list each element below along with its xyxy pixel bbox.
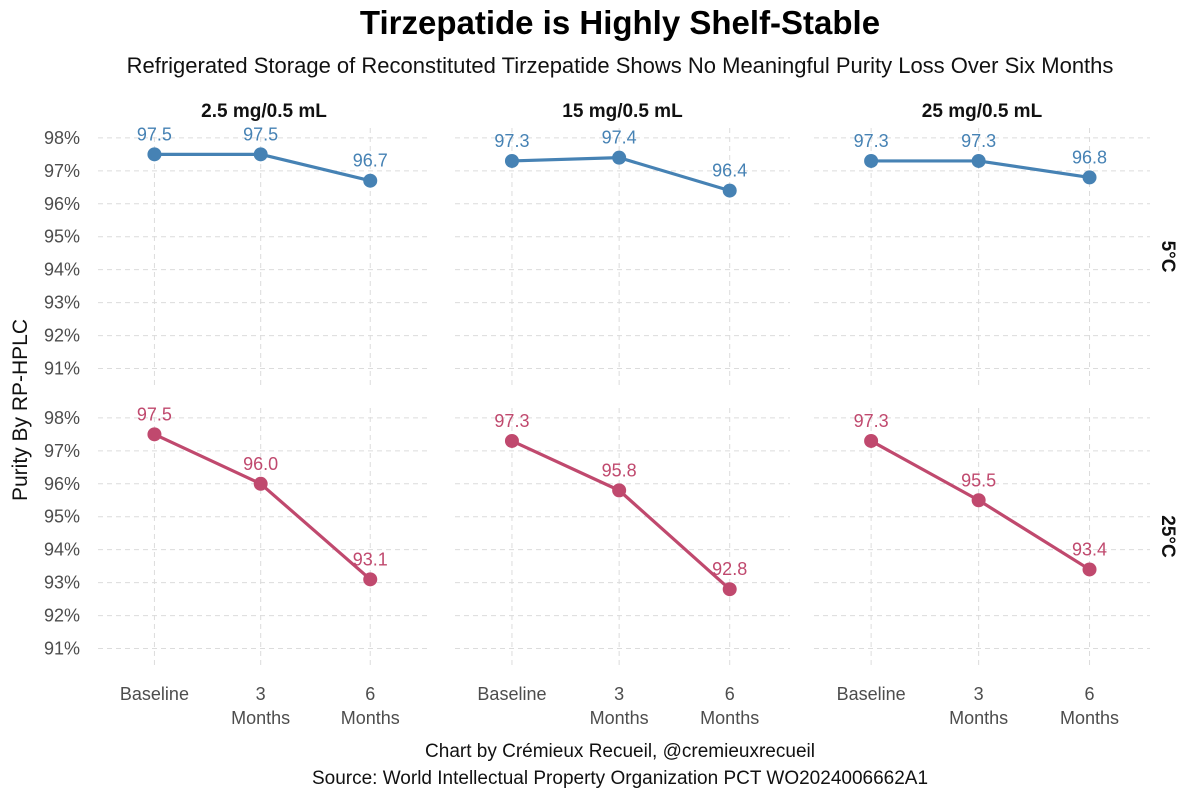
- x-tick-label: 6: [725, 684, 735, 704]
- caption-source: Source: World Intellectual Property Orga…: [312, 768, 928, 789]
- plot-area: 91% 92% 93% 94% 95% 96% 97% 98% 91% 92% 93% 94% 95% 9…: [44, 101, 1178, 728]
- data-point: [147, 427, 162, 442]
- y-tick-label: 93%: [44, 293, 80, 313]
- data-point: [504, 153, 519, 168]
- caption-credit: Chart by Crémieux Recueil, @cremieuxrecu…: [425, 741, 815, 762]
- data-label: 97.3: [494, 411, 529, 431]
- facet-row-label: 5°C: [1157, 241, 1178, 273]
- data-point: [504, 433, 519, 448]
- data-label: 96.8: [1072, 147, 1107, 167]
- data-point: [612, 150, 627, 165]
- y-tick-label: 93%: [44, 573, 80, 593]
- data-label: 97.5: [137, 124, 172, 144]
- facet-row-label: 25°C: [1157, 515, 1178, 558]
- chart-title: Tirzepatide is Highly Shelf-Stable: [360, 4, 880, 41]
- data-label: 97.4: [602, 128, 637, 148]
- x-tick-label: Months: [1060, 708, 1119, 728]
- x-tick-label: Months: [700, 708, 759, 728]
- y-tick-label: 97%: [44, 161, 80, 181]
- y-tick-label: 96%: [44, 474, 80, 494]
- x-tick-label: Baseline: [837, 684, 906, 704]
- data-point: [253, 476, 268, 491]
- data-label: 93.4: [1072, 539, 1107, 559]
- facet-column-header: 25 mg/0.5 mL: [922, 101, 1043, 122]
- data-label: 93.1: [353, 549, 388, 569]
- x-tick-label: Months: [590, 708, 649, 728]
- data-point: [1082, 562, 1097, 577]
- data-label: 97.5: [243, 124, 278, 144]
- y-tick-label: 91%: [44, 639, 80, 659]
- x-tick-label: 3: [974, 684, 984, 704]
- data-label: 97.3: [494, 131, 529, 151]
- data-label: 92.8: [712, 559, 747, 579]
- x-tick-label: Months: [231, 708, 290, 728]
- data-point: [864, 433, 879, 448]
- data-label: 96.4: [712, 161, 747, 181]
- data-label: 96.7: [353, 151, 388, 171]
- x-tick-label: Months: [949, 708, 1008, 728]
- x-tick-label: 6: [365, 684, 375, 704]
- data-point: [363, 173, 378, 188]
- x-tick-label: Baseline: [477, 684, 546, 704]
- y-tick-label: 94%: [44, 540, 80, 560]
- y-tick-label: 91%: [44, 359, 80, 379]
- y-tick-label: 94%: [44, 260, 80, 280]
- y-tick-label: 92%: [44, 326, 80, 346]
- x-tick-label: 3: [614, 684, 624, 704]
- data-label: 97.3: [854, 411, 889, 431]
- y-tick-label: 98%: [44, 408, 80, 428]
- data-label: 97.5: [137, 404, 172, 424]
- data-point: [971, 493, 986, 508]
- data-point: [971, 153, 986, 168]
- y-tick-label: 97%: [44, 441, 80, 461]
- data-point: [722, 183, 737, 198]
- data-point: [253, 147, 268, 162]
- data-point: [147, 147, 162, 162]
- data-label: 97.3: [961, 131, 996, 151]
- facet-column-header: 15 mg/0.5 mL: [562, 101, 683, 122]
- chart-subtitle: Refrigerated Storage of Reconstituted Ti…: [127, 53, 1114, 78]
- y-tick-label: 98%: [44, 128, 80, 148]
- y-tick-label: 95%: [44, 507, 80, 527]
- data-point: [864, 153, 879, 168]
- data-label: 95.5: [961, 470, 996, 490]
- x-tick-label: 6: [1085, 684, 1095, 704]
- y-tick-label: 92%: [44, 606, 80, 626]
- data-point: [363, 572, 378, 587]
- data-point: [612, 483, 627, 498]
- data-point: [1082, 170, 1097, 185]
- data-point: [722, 582, 737, 597]
- x-tick-label: 3: [256, 684, 266, 704]
- x-tick-label: Baseline: [120, 684, 189, 704]
- y-tick-label: 96%: [44, 194, 80, 214]
- x-tick-label: Months: [341, 708, 400, 728]
- data-label: 95.8: [602, 460, 637, 480]
- y-axis-label: Purity By RP-HPLC: [9, 319, 32, 501]
- data-label: 96.0: [243, 454, 278, 474]
- data-label: 97.3: [854, 131, 889, 151]
- facet-column-header: 2.5 mg/0.5 mL: [201, 101, 327, 122]
- y-tick-label: 95%: [44, 227, 80, 247]
